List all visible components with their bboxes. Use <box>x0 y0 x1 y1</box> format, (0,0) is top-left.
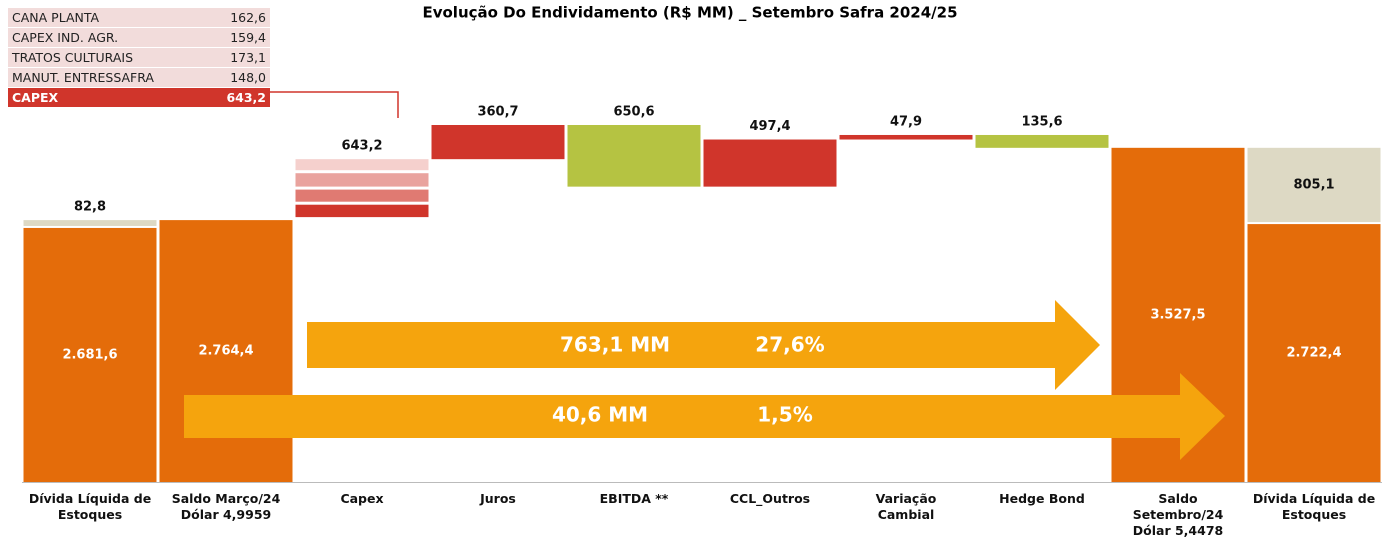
value-label: 643,2 <box>341 139 382 154</box>
row-label: MANUT. ENTRESSAFRA <box>12 70 154 85</box>
arrow <box>184 373 1225 460</box>
row-label: CAPEX IND. AGR. <box>12 30 119 45</box>
capex-piece <box>295 204 429 218</box>
value-label: 47,9 <box>890 114 922 129</box>
bar <box>839 134 973 140</box>
row-value: 173,1 <box>230 50 266 65</box>
table-total-row: CAPEX 643,2 <box>8 88 270 108</box>
x-tick-label: Hedge Bond <box>999 491 1085 506</box>
value-label: 3.527,5 <box>1150 307 1205 322</box>
bar <box>431 125 565 160</box>
value-label: 360,7 <box>477 105 518 120</box>
arrows: 763,1 MM 27,6% 40,6 MM 1,5% <box>184 300 1225 460</box>
connector <box>270 91 399 118</box>
x-tick-label: CCL_Outros <box>729 491 811 506</box>
bar <box>1247 224 1381 482</box>
arrow-percent: 27,6% <box>755 333 824 357</box>
stock-segment <box>1247 147 1381 223</box>
bars: 2.681,6 82,8 2.764,4 643,2 360,7 650,6 497,4 47… <box>23 105 1381 482</box>
stock-label: 82,8 <box>74 200 106 215</box>
value-label: 650,6 <box>613 105 654 120</box>
value-label: 2.681,6 <box>62 347 117 362</box>
row-value: 159,4 <box>230 30 266 45</box>
x-tick-label: Variação Cambial <box>875 491 937 522</box>
x-tick-label: Saldo Setembro/24 Dólar 5,4478 <box>1132 491 1224 538</box>
capex-piece <box>295 173 429 187</box>
value-label: 2.764,4 <box>198 344 253 359</box>
row-label: TRATOS CULTURAIS <box>12 50 134 65</box>
bar <box>703 139 837 187</box>
capex-piece <box>295 189 429 202</box>
bar <box>159 220 293 482</box>
bar <box>23 227 157 482</box>
row-value: 643,2 <box>226 90 266 105</box>
value-label: 2.722,4 <box>1286 346 1341 361</box>
arrow-label: 763,1 MM <box>560 333 670 357</box>
arrow <box>307 300 1100 390</box>
x-tick-label: Dívida Líquida de Estoques <box>1252 491 1376 522</box>
capex-piece <box>295 159 429 171</box>
bar <box>975 134 1109 148</box>
table-row: TRATOS CULTURAIS 173,1 <box>8 48 270 68</box>
capex-table: CANA PLANTA 162,6 CAPEX IND. AGR. 159,4 TRAT… <box>8 8 270 108</box>
row-value: 148,0 <box>230 70 266 85</box>
arrow-percent: 1,5% <box>757 403 812 427</box>
stock-segment <box>23 220 157 226</box>
x-tick-label: EBITDA ** <box>599 491 669 506</box>
table-row: CANA PLANTA 162,6 <box>8 8 270 28</box>
stock-label: 805,1 <box>1293 177 1334 192</box>
row-value: 162,6 <box>230 10 266 25</box>
x-tick-label: Juros <box>480 491 516 506</box>
arrow-label: 40,6 MM <box>552 403 648 427</box>
x-tick-label: Capex <box>340 491 384 506</box>
row-label: CAPEX <box>12 90 59 105</box>
value-label: 135,6 <box>1021 114 1062 129</box>
x-tick-label: Saldo Março/24 Dólar 4,9959 <box>171 491 281 522</box>
table-row: CAPEX IND. AGR. 159,4 <box>8 28 270 48</box>
value-label: 497,4 <box>749 119 790 134</box>
chart-title: Evolução Do Endividamento (R$ MM) _ Sete… <box>422 4 957 22</box>
row-label: CANA PLANTA <box>12 10 100 25</box>
table-row: MANUT. ENTRESSAFRA 148,0 <box>8 68 270 88</box>
x-tick-label: Dívida Líquida de Estoques <box>28 491 152 522</box>
bar <box>567 125 701 187</box>
